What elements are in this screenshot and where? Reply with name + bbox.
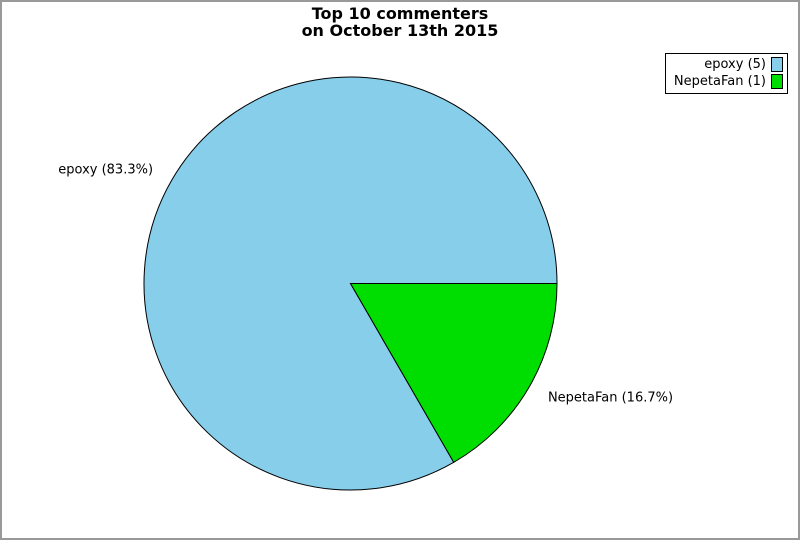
pie-slice-epoxy [143, 76, 558, 491]
legend-item-epoxy: epoxy (5) [674, 56, 783, 73]
legend-swatch [771, 57, 783, 72]
legend-label: NepetaFan (1) [673, 74, 766, 89]
pie-slice-NepetaFan [349, 283, 558, 464]
legend: epoxy (5) NepetaFan (1) [664, 53, 788, 94]
legend-label: epoxy (5) [704, 57, 766, 72]
legend-item-NepetaFan: NepetaFan (1) [674, 73, 783, 90]
slice-label-NepetaFan: NepetaFan (16.7%) [547, 390, 674, 405]
chart-title: Top 10 commenters on October 13th 2015 [301, 4, 499, 40]
slice-label-epoxy: epoxy (83.3%) [58, 162, 154, 177]
legend-swatch [771, 74, 783, 89]
